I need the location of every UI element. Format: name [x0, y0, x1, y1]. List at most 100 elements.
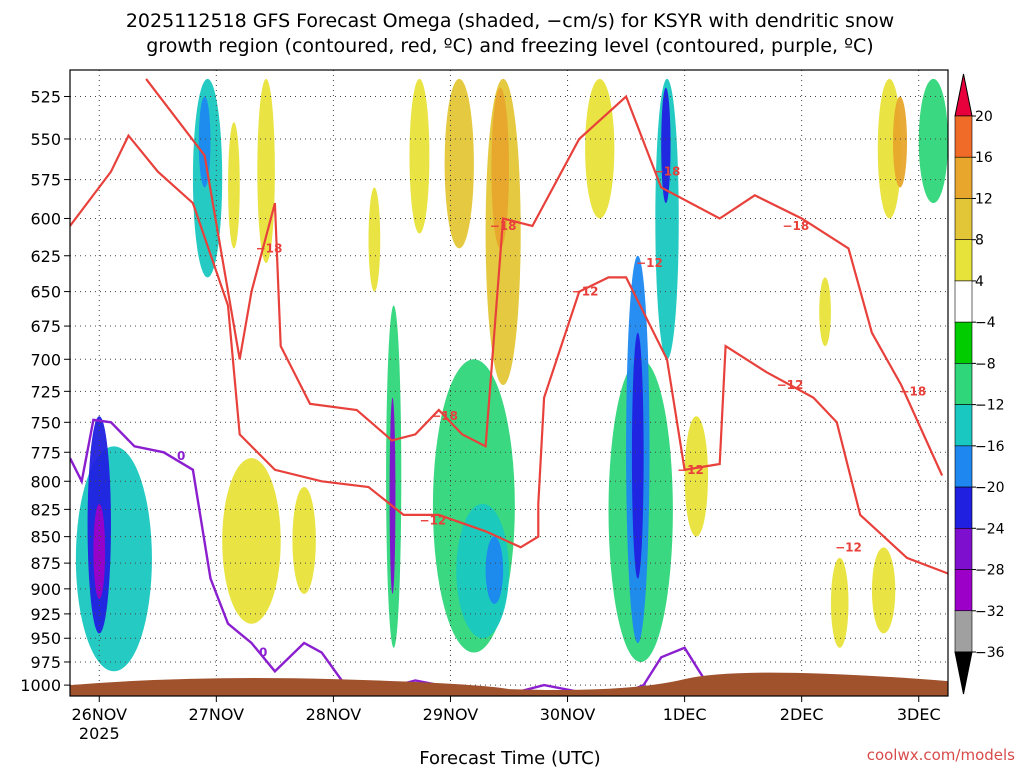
contour-label-8: −12	[677, 463, 704, 477]
colorbar-label-10: −24	[975, 521, 1005, 537]
y-tick-label-875: 875	[30, 554, 61, 573]
x-tick-label-27NOV: 27NOV	[189, 705, 245, 724]
y-axis-pressure: 525 550 575 600 625 650 675 700 725 750 775 800 825 8…	[20, 87, 70, 695]
omega-region-24	[661, 87, 671, 204]
plot-border	[69, 69, 949, 697]
x-tick-label-2DEC: 2DEC	[780, 705, 824, 724]
y-tick-label-950: 950	[30, 629, 61, 648]
contour-labels: −18 −18 −18 −18 −18 −18 −12 −12 −12 −12 −12 −12 0 0	[177, 165, 926, 660]
y-tick-label-750: 750	[30, 413, 61, 432]
x-tick-label-26NOV: 26NOV	[71, 705, 127, 724]
contour-label-11: −12	[420, 513, 447, 527]
contour-label-12: 0	[177, 449, 185, 463]
colorbar-segment-9	[954, 486, 973, 529]
y-tick-label-575: 575	[30, 171, 61, 190]
y-tick-label-775: 775	[30, 443, 61, 462]
y-tick-label-1000: 1000	[20, 676, 61, 695]
omega-region-11	[389, 397, 396, 594]
omega-region-26	[819, 277, 831, 347]
omega-region-16	[444, 78, 474, 249]
omega-region-30	[871, 547, 896, 634]
contour-label-10: −12	[835, 540, 862, 554]
y-tick-label-525: 525	[30, 87, 61, 106]
omega-region-18	[491, 87, 509, 249]
colorbar-segment-0	[954, 115, 973, 158]
omega-shading	[75, 78, 948, 672]
y-tick-label-925: 925	[30, 605, 61, 624]
x-tick-label-1DEC: 1DEC	[663, 705, 707, 724]
omega-region-9	[368, 187, 381, 292]
omega-region-29	[892, 96, 908, 188]
colorbar-segment-11	[954, 569, 973, 612]
colorbar-segment-2	[954, 198, 973, 240]
colorbar-segment-8	[954, 445, 973, 488]
omega-region-19	[585, 78, 615, 219]
x-tick-label-29NOV: 29NOV	[423, 705, 479, 724]
colorbar-label-5: −4	[975, 315, 996, 331]
ground-surface	[70, 672, 948, 696]
colorbar-segment-12	[954, 610, 973, 653]
contour-label-2: −18	[654, 165, 681, 179]
omega-region-15	[485, 536, 504, 604]
colorbar-label-8: −16	[975, 439, 1005, 455]
colorbar-label-11: −28	[975, 563, 1005, 579]
contour-label-7: −12	[636, 256, 663, 270]
colorbar-label-2: 12	[975, 191, 993, 207]
colorbar-label-3: 8	[975, 233, 984, 249]
x-tick-label-3DEC: 3DEC	[897, 705, 941, 724]
x-tick-label-30NOV: 30NOV	[540, 705, 596, 724]
colorbar-label-1: 16	[975, 150, 993, 166]
contour-minus12c	[70, 133, 948, 575]
omega-region-31	[918, 78, 948, 204]
omega-region-23	[655, 78, 679, 360]
omega-region-27	[830, 557, 849, 648]
y-tick-label-700: 700	[30, 350, 61, 369]
y-tick-label-725: 725	[30, 382, 61, 401]
x-year-label: 2025	[79, 724, 120, 743]
y-tick-label-800: 800	[30, 472, 61, 491]
contour-label-13: 0	[259, 646, 267, 660]
colorbar-segment-6	[954, 363, 973, 405]
chart-title-line2: growth region (contoured, red, ºC) and f…	[146, 35, 873, 57]
credit-text: coolwx.com/models	[867, 746, 1015, 764]
contour-label-3: −18	[782, 219, 809, 233]
contour-label-1: −18	[490, 219, 517, 233]
y-tick-label-550: 550	[30, 130, 61, 149]
colorbar-label-9: −20	[975, 480, 1005, 496]
colorbar-segment-4	[954, 280, 973, 323]
contour-label-0: −18	[256, 241, 283, 255]
omega-region-4	[198, 96, 211, 188]
contour-label-5: −18	[431, 409, 458, 423]
y-tick-label-900: 900	[30, 580, 61, 599]
omega-region-2	[93, 503, 106, 599]
chart-title-line1: 2025112518 GFS Forecast Omega (shaded, −…	[126, 10, 894, 32]
omega-region-0	[75, 446, 152, 672]
contour-minus18c	[145, 78, 944, 476]
plot-area: −18 −18 −18 −18 −18 −18 −12 −12 −12 −12 −12 −12 0 0	[69, 69, 949, 697]
x-axis-label: Forecast Time (UTC)	[419, 748, 600, 768]
y-tick-label-625: 625	[30, 247, 61, 266]
omega-region-5	[228, 122, 240, 249]
contour-label-4: −18	[899, 384, 926, 398]
omega-region-12	[409, 78, 430, 234]
colorbar-label-7: −12	[975, 398, 1005, 414]
colorbar-segment-5	[954, 321, 973, 364]
x-tick-label-28NOV: 28NOV	[306, 705, 362, 724]
contour-label-6: −12	[572, 285, 599, 299]
omega-region-7	[222, 458, 281, 624]
colorbar-label-4: 4	[975, 274, 984, 290]
colorbar-label-12: −32	[975, 604, 1005, 620]
colorbar-segment-1	[954, 156, 973, 199]
colorbar-bottom-arrow	[954, 651, 973, 695]
omega-region-25	[684, 416, 709, 537]
colorbar-label-0: 20	[975, 109, 993, 125]
y-tick-label-650: 650	[30, 283, 61, 302]
colorbar-segment-7	[954, 404, 973, 447]
omega-region-8	[292, 486, 316, 594]
y-tick-label-600: 600	[30, 209, 61, 228]
y-tick-label-975: 975	[30, 653, 61, 672]
contour-label-9: −12	[777, 378, 804, 392]
colorbar-segment-10	[954, 528, 973, 570]
colorbar-label-13: −36	[975, 645, 1005, 661]
